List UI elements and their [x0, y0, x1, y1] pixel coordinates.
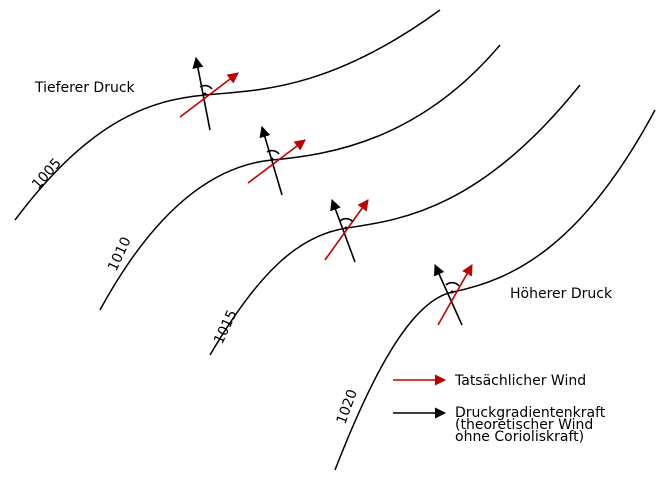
wind-arrow	[324, 199, 369, 261]
angle-dot	[270, 157, 274, 161]
gradient-arrow	[434, 263, 463, 326]
isobar-label: 1010	[105, 235, 135, 274]
legend: Tatsächlicher Wind Druckgradientenkraft …	[393, 373, 606, 445]
gradient-arrow	[192, 56, 211, 131]
wind-arrow	[247, 139, 306, 184]
isobar	[209, 84, 581, 356]
angle-dot	[450, 290, 454, 294]
wind-arrow	[437, 264, 473, 326]
gradient-arrow	[259, 125, 283, 196]
angle-arc	[339, 217, 354, 223]
legend-label: ohne Corioliskraft)	[455, 429, 584, 445]
isobar-label: 1020	[334, 387, 361, 426]
legend-label: (theoretischer Wind	[455, 417, 593, 433]
gradient-arrow	[330, 198, 356, 263]
angle-arc	[445, 281, 460, 287]
wind-vectors	[179, 56, 473, 326]
wind-arrow	[179, 72, 239, 118]
region-label: Tieferer Druck	[34, 80, 136, 96]
isobar-label: 1005	[29, 155, 65, 192]
isobar	[99, 44, 501, 311]
isobar-label: 1015	[211, 308, 241, 347]
angle-dot	[203, 92, 207, 96]
legend-label: Druckgradientenkraft	[455, 405, 606, 421]
angle-arc	[199, 84, 213, 90]
legend-label: Tatsächlicher Wind	[454, 373, 586, 389]
isobar	[14, 9, 441, 221]
angle-dot	[344, 226, 348, 230]
region-label: Höherer Druck	[510, 286, 613, 302]
angle-arc	[266, 149, 280, 155]
